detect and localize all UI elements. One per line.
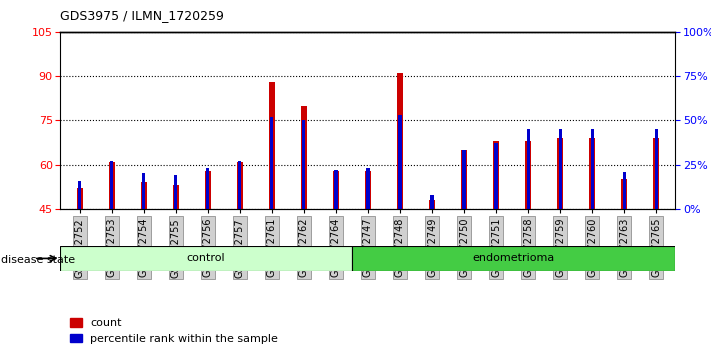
Bar [205,171,210,209]
Bar [655,129,658,209]
Bar [110,161,113,209]
Bar [525,141,531,209]
Legend: count, percentile rank within the sample: count, percentile rank within the sample [66,314,283,348]
Bar [238,161,242,209]
Bar [527,129,530,209]
Bar [462,150,466,209]
Bar [557,138,563,209]
Bar [623,172,626,209]
Bar [270,117,274,209]
Bar [591,129,594,209]
Bar [142,173,145,209]
Bar [206,168,209,209]
Bar [653,138,659,209]
Bar [461,150,467,209]
Bar [269,82,274,209]
Bar [78,181,81,209]
Bar [621,179,627,209]
Bar [352,246,675,271]
Text: GDS3975 / ILMN_1720259: GDS3975 / ILMN_1720259 [60,9,224,22]
Bar [589,138,595,209]
Bar [109,162,114,209]
Bar [141,182,146,209]
Bar [237,162,242,209]
Bar [366,168,370,209]
Text: disease state: disease state [1,255,75,265]
Bar [397,73,403,209]
Bar [493,141,499,209]
Bar [334,170,338,209]
Bar [494,143,498,209]
Bar [559,129,562,209]
Bar [333,171,339,209]
Bar [77,188,82,209]
Bar [174,175,177,209]
Bar [429,200,435,209]
Bar [398,115,402,209]
Bar [302,120,306,209]
Bar [60,246,352,271]
Text: control: control [187,253,225,263]
Bar [301,105,306,209]
Bar [173,185,178,209]
Text: endometrioma: endometrioma [473,253,555,263]
Bar [365,171,371,209]
Bar [430,195,434,209]
